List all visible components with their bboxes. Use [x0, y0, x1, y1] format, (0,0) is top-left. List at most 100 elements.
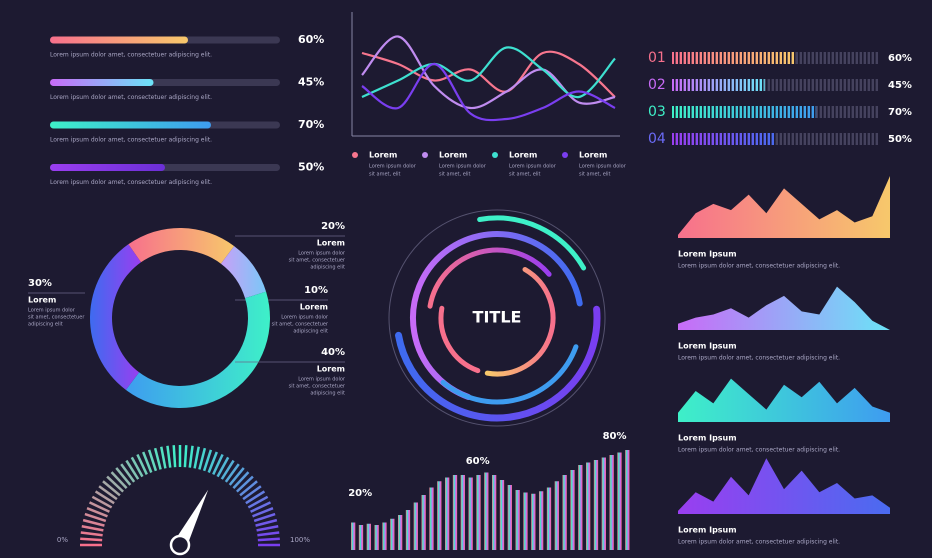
- stripe-gap: [830, 52, 832, 64]
- stripe-gap: [730, 79, 732, 91]
- stripe-gap: [806, 52, 808, 64]
- stripe-gap: [706, 52, 708, 64]
- stripe-gap: [734, 79, 736, 91]
- stripe-gap: [754, 79, 756, 91]
- wave-bar: [358, 525, 364, 550]
- stripe-gap: [778, 106, 780, 118]
- percent-label: 40%: [321, 347, 345, 358]
- ring-arc: [395, 305, 601, 422]
- stripe-gap: [846, 79, 848, 91]
- wave-bar: [374, 525, 379, 550]
- stripe-gap: [762, 133, 764, 145]
- segment-text: sit amet, consectetuer: [289, 384, 346, 390]
- stripe-gap: [678, 52, 680, 64]
- progress-bar: [50, 36, 188, 44]
- stripe-gap: [738, 106, 740, 118]
- stripe-gap: [758, 133, 760, 145]
- stripe-gap: [690, 52, 692, 64]
- stripe-gap: [758, 106, 760, 118]
- segment-text: adipiscing elit: [310, 391, 345, 397]
- area-text: Lorem ipsum dolor amet, consectetuer adi…: [678, 447, 840, 454]
- stripe-gap: [862, 79, 864, 91]
- stripe-gap: [694, 79, 696, 91]
- line-series: [361, 62, 616, 122]
- stripe-gap: [746, 133, 748, 145]
- stripe-gap: [866, 79, 868, 91]
- annotation: 60%: [466, 456, 490, 467]
- gauge-tick: [142, 451, 153, 473]
- stripe-gap: [778, 133, 780, 145]
- segment-text: Lorem ipsum dolor: [28, 308, 76, 314]
- progress-bar: [50, 164, 165, 171]
- segment-text: sit amet, consectetuer: [28, 315, 85, 321]
- stripe-gap: [738, 79, 740, 91]
- wave-bar: [523, 492, 528, 550]
- stripe-gap: [854, 133, 856, 145]
- wave-bar: [445, 477, 450, 550]
- donut-segment: [125, 291, 270, 408]
- gauge-tick: [98, 485, 118, 501]
- gauge-tick: [257, 537, 280, 542]
- stripe-gap: [818, 106, 820, 118]
- stripe-gap: [822, 106, 824, 118]
- stripe-gap: [734, 106, 736, 118]
- stripe-gap: [734, 52, 736, 64]
- stripe-gap: [874, 133, 876, 145]
- gauge-tick: [125, 459, 140, 480]
- stripe-gap: [770, 52, 772, 64]
- wave-bar: [601, 457, 606, 550]
- bar-number: 01: [648, 50, 666, 66]
- stripe-gap: [854, 79, 856, 91]
- stripe-gap: [786, 106, 788, 118]
- gauge-tick: [198, 447, 207, 470]
- stripe-gap: [690, 106, 692, 118]
- gauge-tick: [86, 507, 108, 518]
- wave-bar: [405, 510, 411, 550]
- percent-label: 10%: [304, 285, 328, 296]
- stripe-gap: [822, 52, 824, 64]
- stripe-gap: [814, 52, 816, 64]
- percent-label: 60%: [298, 33, 324, 46]
- gauge-tick: [84, 512, 107, 523]
- stripe-gap: [870, 133, 872, 145]
- stripe-gap: [674, 79, 676, 91]
- stripe-gap: [862, 106, 864, 118]
- stripe-gap: [738, 52, 740, 64]
- stripe-gap: [754, 52, 756, 64]
- wave-bar: [476, 475, 481, 550]
- percent-label: 60%: [888, 53, 912, 64]
- ring: [388, 209, 606, 427]
- annotation: 20%: [348, 488, 372, 499]
- percent-label: 20%: [321, 221, 345, 232]
- stripe-gap: [818, 52, 820, 64]
- needle-hub: [169, 534, 191, 556]
- stripe-gap: [762, 52, 764, 64]
- stripe-gap: [838, 52, 840, 64]
- percent-label: 50%: [298, 161, 324, 174]
- stripe-gap: [686, 52, 688, 64]
- stripe-gap: [842, 133, 844, 145]
- stripe-gap: [782, 79, 784, 91]
- ring-arc: [440, 344, 579, 405]
- legend-label: Lorem: [579, 151, 607, 160]
- stripe-gap: [834, 79, 836, 91]
- stripe-gap: [854, 52, 856, 64]
- stripe-gap: [682, 133, 684, 145]
- area-title: Lorem Ipsum: [678, 342, 737, 351]
- gauge-tick: [202, 449, 213, 472]
- line-series: [361, 46, 616, 99]
- stripe-gap: [686, 79, 688, 91]
- wave-bar: [593, 460, 599, 550]
- wave-bar: [539, 491, 544, 550]
- stripe-gap: [850, 133, 852, 145]
- stripe-gap: [842, 106, 844, 118]
- stripe-gap: [726, 79, 728, 91]
- segment-name: Lorem: [28, 296, 56, 305]
- donut-segment: [220, 246, 267, 299]
- stripe-gap: [686, 106, 688, 118]
- donut-segment: [90, 244, 141, 390]
- stripe-gap: [714, 79, 716, 91]
- percent-label: 70%: [888, 107, 912, 118]
- legend-text: Lorem ipsum dolor: [439, 164, 487, 170]
- stripe-gap: [798, 79, 800, 91]
